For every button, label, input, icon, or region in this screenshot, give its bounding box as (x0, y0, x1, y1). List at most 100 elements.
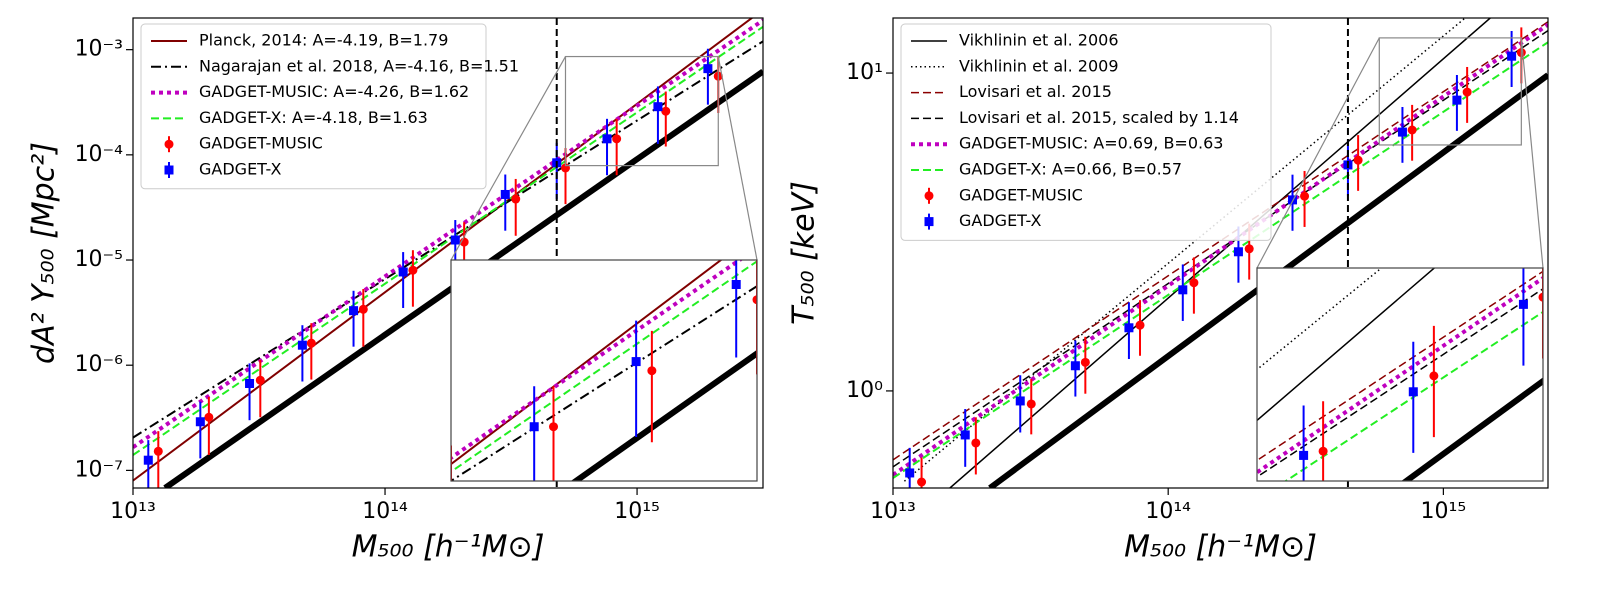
point (1462, 87, 1472, 97)
fit-line (893, 41, 1548, 479)
point (255, 375, 265, 385)
y-tick-label: 10⁻⁶ (75, 352, 124, 377)
point (1408, 387, 1418, 397)
inset-background (451, 260, 757, 481)
x-axis-label: M₅₀₀ [h⁻¹M⊙] (352, 530, 545, 565)
fit-line (1284, 310, 1543, 481)
legend-label: GADGET-X: A=0.66, B=0.57 (959, 160, 1182, 179)
point (1080, 357, 1090, 367)
point (1135, 320, 1145, 330)
point (143, 455, 153, 465)
point (429, 471, 438, 480)
x-tick-label: 10¹⁵ (1421, 499, 1467, 524)
point (511, 194, 521, 204)
point (1318, 446, 1328, 456)
point (549, 422, 559, 432)
plot-frame (132, 17, 764, 489)
point (971, 438, 981, 448)
point (1070, 361, 1080, 371)
legend-label: GADGET-X: A=-4.18, B=1.63 (199, 108, 428, 127)
point (731, 280, 741, 290)
point (1210, 507, 1219, 516)
x-axis-label: M₅₀₀ [h⁻¹M⊙] (1124, 530, 1317, 565)
legend-box (900, 23, 1272, 241)
legend-swatch (924, 217, 934, 227)
legend-label: Planck, 2014: A=-4.19, B=1.79 (199, 31, 448, 50)
point (153, 446, 163, 456)
y-tick-label: 10⁻⁵ (75, 247, 123, 272)
x-tick-label: 10¹³ (870, 499, 916, 524)
point (653, 102, 663, 112)
legend-label: Lovisari et al. 2015 (959, 82, 1112, 101)
point (1244, 244, 1254, 254)
legend-label: Vikhlinin et al. 2006 (959, 31, 1119, 50)
fit-line (893, 29, 1548, 468)
point (1518, 299, 1528, 309)
legend-swatch (164, 165, 174, 175)
point (1288, 195, 1298, 205)
zoom-box (1378, 37, 1522, 146)
fit-line (949, 18, 1491, 488)
point (703, 64, 713, 74)
point (1015, 396, 1025, 406)
point (1124, 323, 1134, 333)
point (1299, 450, 1309, 460)
point (647, 366, 657, 376)
point (1233, 247, 1243, 257)
zoom-connector (450, 56, 567, 261)
inset (1102, 268, 1543, 587)
legend-label: GADGET-X (959, 211, 1041, 230)
fit-line (1257, 287, 1543, 478)
legend-label: GADGET-MUSIC (199, 134, 323, 153)
fit-line (570, 349, 757, 481)
legend-swatch (924, 191, 934, 201)
point (204, 412, 214, 422)
inset-frame (1256, 267, 1544, 482)
fit-line (133, 25, 763, 456)
point (349, 306, 359, 316)
point (1189, 278, 1199, 288)
legend-label: GADGET-X (199, 160, 281, 179)
point (612, 134, 622, 144)
fit-line (1257, 268, 1436, 422)
point (1102, 578, 1111, 587)
point (450, 235, 460, 245)
point (1538, 292, 1543, 302)
zoom-box (564, 55, 719, 167)
legend-label: Nagarajan et al. 2018, A=-4.16, B=1.51 (199, 56, 519, 75)
point (960, 430, 970, 440)
point (1407, 125, 1417, 135)
point (297, 340, 307, 350)
legend-swatch (164, 139, 174, 149)
legend-label: GADGET-MUSIC: A=-4.26, B=1.62 (199, 82, 469, 101)
point (408, 265, 418, 275)
point (905, 468, 915, 478)
plot: 10¹³ 10¹⁴ 10¹⁵ 10⁻⁷ 10⁻⁶ 10⁻⁵ 10⁻⁴ 10⁻³ M₅₀₀ [h⁻… (27, 17, 764, 565)
y-axis-label: T₅₀₀ [keV] (787, 181, 822, 325)
y-tick-label: 10⁰ (846, 378, 883, 403)
point (1507, 51, 1517, 61)
y-tick-label: 10⁻⁷ (75, 457, 123, 482)
fit-line (1257, 275, 1543, 475)
inset-frame (450, 259, 758, 482)
plot-frame (892, 17, 1549, 489)
x-tick-label: 10¹³ (110, 499, 156, 524)
y-tick-label: 10⁻³ (75, 37, 123, 62)
plot: 10¹³ 10¹⁴ 10¹⁵ 10⁰ 10¹ M₅₀₀ [h⁻¹M⊙] T₅₀₀ [keV]… (787, 17, 1549, 587)
point (326, 535, 335, 544)
inset (326, 260, 757, 544)
point (358, 304, 368, 314)
fit-line (1401, 377, 1543, 481)
legend-label: GADGET-MUSIC (959, 185, 1083, 204)
legend-label: Vikhlinin et al. 2009 (959, 56, 1119, 75)
zoom-connector (1256, 37, 1380, 269)
point (500, 189, 510, 199)
point (195, 417, 205, 427)
point (398, 267, 408, 277)
x-tick-label: 10¹⁴ (362, 499, 408, 524)
legend-box (140, 23, 487, 190)
point (661, 106, 671, 116)
point (1452, 95, 1462, 105)
point (1026, 399, 1036, 409)
